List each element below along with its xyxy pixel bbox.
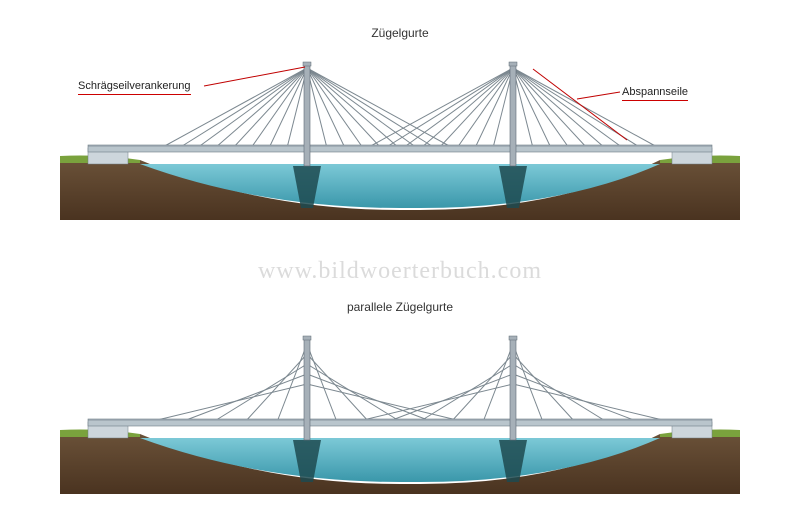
title-bottom: parallele Zügelgurte: [0, 300, 800, 314]
label-text-left: Schrägseilverankerung: [78, 80, 191, 92]
title-top: Zügelgurte: [0, 26, 800, 40]
label-underline-right: [622, 100, 688, 101]
watermark: www.bildwoerterbuch.com: [0, 258, 800, 285]
label-abspannseile: Abspannseile: [622, 86, 688, 101]
label-underline-left: [78, 94, 191, 95]
label-text-right: Abspannseile: [622, 86, 688, 98]
diagram-harp: [0, 330, 800, 510]
label-schraegseilverankerung: Schrägseilverankerung: [78, 80, 191, 95]
